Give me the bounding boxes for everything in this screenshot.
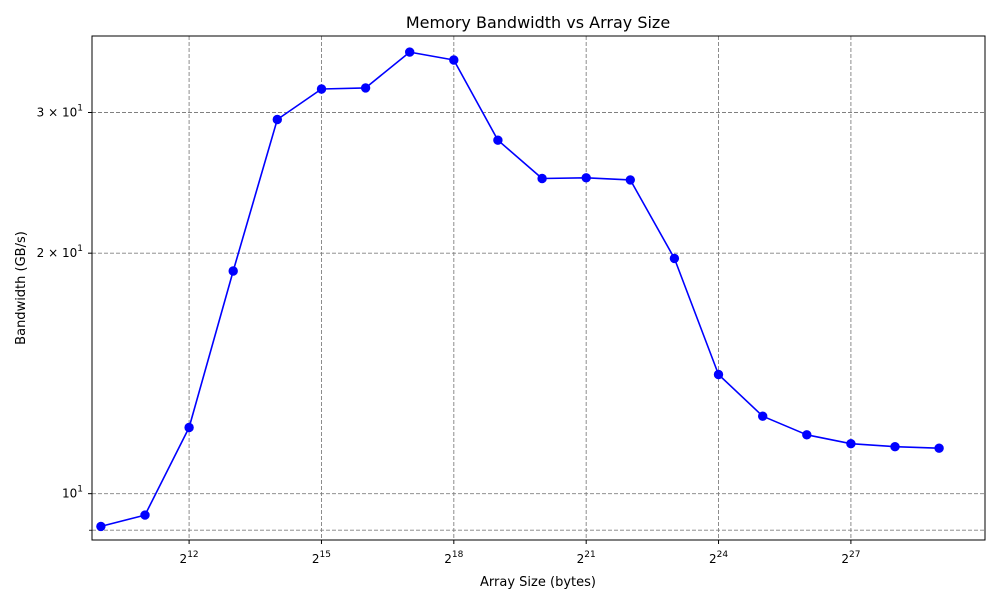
- data-point: [713, 369, 724, 380]
- data-point: [228, 266, 238, 276]
- data-point: [802, 430, 812, 440]
- chart-title: Memory Bandwidth vs Array Size: [406, 13, 670, 32]
- data-point: [96, 521, 106, 532]
- data-point: [625, 175, 635, 185]
- series-line: [100, 51, 940, 528]
- y-tick-label: 3 × 101: [37, 103, 83, 119]
- data-point: [493, 135, 503, 145]
- series-layer: [96, 47, 944, 532]
- data-point: [758, 411, 768, 421]
- y-tick-label: 2 × 101: [37, 244, 83, 260]
- data-point: [581, 173, 591, 183]
- data-point: [184, 422, 194, 433]
- data-point: [360, 83, 371, 93]
- data-point: [537, 173, 547, 184]
- data-point: [316, 84, 327, 94]
- data-point: [890, 442, 900, 452]
- data-point: [140, 510, 150, 520]
- data-point: [272, 114, 282, 125]
- data-point: [934, 443, 944, 453]
- data-point: [846, 439, 856, 449]
- y-axis-label: Bandwidth (GB/s): [14, 231, 29, 345]
- grid-lines: [92, 36, 985, 540]
- data-point: [405, 47, 415, 57]
- plot-frame: [91, 35, 986, 541]
- data-point: [449, 55, 459, 65]
- x-axis-label: Array Size (bytes): [480, 575, 596, 590]
- data-point: [669, 253, 680, 264]
